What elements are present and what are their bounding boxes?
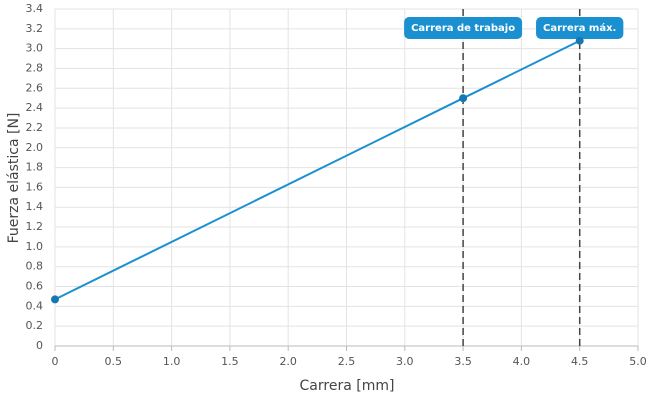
x-tick-label: 1.5 bbox=[221, 355, 239, 368]
x-tick-label: 2.5 bbox=[338, 355, 356, 368]
y-tick-label: 1.2 bbox=[26, 220, 44, 233]
x-tick-label: 1.0 bbox=[163, 355, 181, 368]
annotation-box bbox=[404, 17, 523, 39]
y-tick-label: 3.2 bbox=[26, 22, 44, 35]
annotation-label: Carrera máx. bbox=[536, 17, 624, 39]
x-tick-label: 3.0 bbox=[396, 355, 414, 368]
x-tick-label: 0.5 bbox=[105, 355, 123, 368]
y-tick-label: 1.0 bbox=[26, 240, 44, 253]
y-tick-label: 2.8 bbox=[26, 61, 44, 74]
y-tick-label: 0.4 bbox=[26, 299, 44, 312]
annotation-text: Carrera máx. bbox=[543, 22, 616, 34]
line bbox=[54, 39, 581, 301]
y-tick-label: 3.4 bbox=[26, 2, 44, 15]
y-axis-title: Fuerza elástica [N] bbox=[6, 113, 22, 244]
x-tick-label: 0 bbox=[52, 355, 59, 368]
y-tick-label: 0.8 bbox=[26, 260, 44, 273]
y-tick-label: 0 bbox=[36, 339, 43, 352]
x-tick-label: 5.0 bbox=[629, 355, 647, 368]
y-tick-label: 2.4 bbox=[26, 101, 44, 114]
x-tick-label: 4.5 bbox=[571, 355, 589, 368]
annotation-box bbox=[536, 17, 624, 39]
x-tick-label: 2.0 bbox=[279, 355, 297, 368]
annotation-label: Carrera de trabajo bbox=[404, 17, 523, 39]
point bbox=[575, 36, 584, 45]
x-tick-label: 3.5 bbox=[454, 355, 472, 368]
y-tick-label: 2.2 bbox=[26, 121, 44, 134]
x-tick-label: 4.0 bbox=[513, 355, 531, 368]
y-tick-label: 1.8 bbox=[26, 161, 44, 174]
y-tick-label: 1.4 bbox=[26, 200, 44, 213]
y-tick-label: 0.6 bbox=[26, 280, 44, 293]
y-tick-label: 1.6 bbox=[26, 180, 44, 193]
point bbox=[51, 295, 59, 304]
point bbox=[459, 94, 468, 103]
y-tick-label: 2.6 bbox=[26, 81, 44, 94]
annotation-text: Carrera de trabajo bbox=[411, 23, 515, 34]
x-axis-title: Carrera [mm] bbox=[300, 378, 395, 394]
y-tick-label: 3.0 bbox=[26, 42, 44, 55]
y-tick-label: 0.2 bbox=[26, 319, 44, 332]
y-tick-label: 2.0 bbox=[26, 141, 44, 154]
